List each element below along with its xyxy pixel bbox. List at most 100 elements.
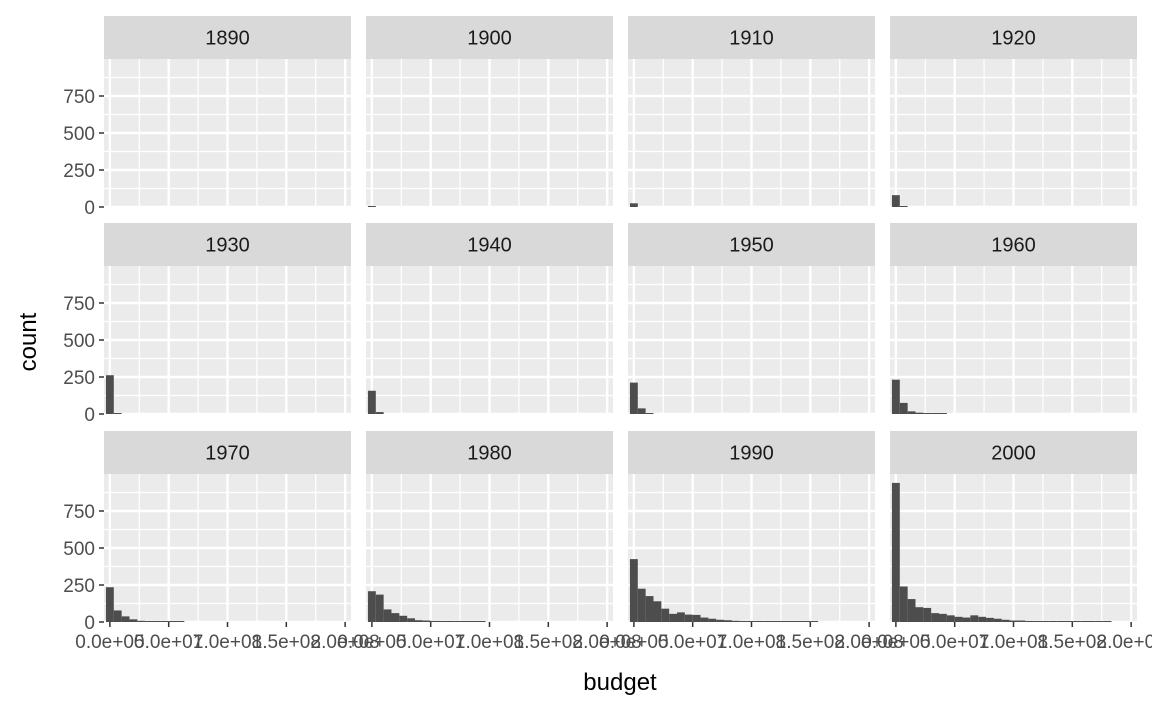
facet-strip-label: 1890 xyxy=(205,28,250,50)
facet-strip-label: 1930 xyxy=(205,235,250,257)
histogram-bar xyxy=(469,621,478,622)
facet-panel-1940: 1940 xyxy=(366,223,613,416)
facet-panel-1910: 1910 xyxy=(628,16,875,209)
histogram-bar xyxy=(477,621,486,622)
histogram-bar xyxy=(367,591,376,622)
histogram-bar xyxy=(731,620,740,622)
histogram-bar xyxy=(422,620,431,622)
histogram-bar xyxy=(430,620,439,622)
histogram-bar xyxy=(763,621,772,622)
histogram-bar xyxy=(391,613,400,622)
histogram-bar xyxy=(168,621,177,622)
histogram-bar xyxy=(1064,621,1073,622)
histogram-bar xyxy=(794,621,803,622)
facet-strip-label: 1970 xyxy=(205,443,250,465)
histogram-bar xyxy=(755,621,764,622)
x-tick-label: 1.5e+08 xyxy=(776,632,845,653)
histogram-bar xyxy=(677,612,685,622)
facet-panel-1950: 1950 xyxy=(628,223,875,416)
facet-panel-1990: 1990 xyxy=(628,431,875,624)
facet-strip-label: 1960 xyxy=(991,235,1036,257)
histogram-bar xyxy=(1025,620,1034,622)
x-tick-label: 1.5e+08 xyxy=(252,632,321,653)
x-tick-label: 1.5e+08 xyxy=(1038,632,1107,653)
x-tick-label: 5.0e+07 xyxy=(920,632,989,653)
facet-strip xyxy=(628,223,875,266)
x-tick-label: 1.5e+08 xyxy=(514,632,583,653)
histogram-bar xyxy=(915,412,924,414)
histogram-bar xyxy=(653,601,662,622)
x-tick-label: 1.0e+08 xyxy=(455,632,524,653)
histogram-bar xyxy=(113,610,122,622)
histogram-bar xyxy=(399,615,408,622)
histogram-bar xyxy=(446,621,455,622)
histogram-bar xyxy=(891,482,900,622)
x-axis-title: budget xyxy=(583,669,657,696)
facet-strip-label: 1980 xyxy=(467,443,512,465)
histogram-bar xyxy=(771,621,779,622)
histogram-bar xyxy=(993,618,1002,622)
histogram-bar xyxy=(946,615,955,622)
facet-panel-1980: 1980 xyxy=(366,431,613,624)
histogram-bar xyxy=(105,375,114,414)
x-tick-label: 5.0e+07 xyxy=(658,632,727,653)
histogram-bar xyxy=(915,607,924,622)
facet-panel-1960: 1960 xyxy=(890,223,1137,416)
histogram-bar xyxy=(939,413,947,414)
histogram-bar xyxy=(629,559,638,622)
y-tick-label: 500 xyxy=(63,539,95,560)
histogram-bar xyxy=(891,379,900,414)
histogram-bar xyxy=(438,621,447,622)
facet-panel-1970: 1970 xyxy=(104,431,351,624)
facet-panel-1890: 1890 xyxy=(104,16,351,209)
histogram-bar xyxy=(1056,621,1065,622)
histogram-bar xyxy=(970,615,979,622)
facet-panels: 1890 1900 1910 1920 1930 1940 1950 1960 1970 1980… xyxy=(104,16,1137,624)
y-tick-label: 0 xyxy=(84,198,95,219)
histogram-bar xyxy=(645,413,654,414)
y-tick-label: 500 xyxy=(63,124,95,145)
facet-panel-1920: 1920 xyxy=(890,16,1137,209)
x-tick-label: 0.0e+00 xyxy=(599,632,668,653)
x-tick-label: 5.0e+07 xyxy=(396,632,465,653)
histogram-bar xyxy=(778,621,787,622)
histogram-bar xyxy=(907,411,916,414)
facet-strip xyxy=(890,16,1137,59)
histogram-bar xyxy=(907,599,916,622)
histogram-bar xyxy=(1017,620,1026,622)
histogram-bar xyxy=(462,621,470,622)
histogram-bar xyxy=(692,614,701,622)
histogram-bar xyxy=(645,596,654,622)
facet-strip xyxy=(366,431,613,474)
histogram-bar xyxy=(629,203,638,207)
histogram-bar xyxy=(160,621,169,622)
facet-strip xyxy=(628,431,875,474)
histogram-bar xyxy=(962,617,971,622)
histogram-bar xyxy=(747,621,756,622)
histogram-bar xyxy=(786,621,795,622)
histogram-bar xyxy=(153,621,161,622)
histogram-bar xyxy=(899,206,908,207)
histogram-bar xyxy=(367,206,376,207)
x-tick-label: 2.0e+08 xyxy=(835,632,904,653)
facet-strip xyxy=(104,16,351,59)
histogram-bar xyxy=(739,621,748,622)
histogram-bar xyxy=(716,619,725,622)
histogram-bar xyxy=(1080,621,1088,622)
y-axis-title: count xyxy=(15,312,42,371)
x-tick-label: 1.0e+08 xyxy=(979,632,1048,653)
facet-strip-label: 1940 xyxy=(467,235,512,257)
histogram-bar xyxy=(986,617,994,622)
histogram-bar xyxy=(1009,620,1018,622)
histogram-bar xyxy=(137,620,146,622)
facet-strip-label: 1920 xyxy=(991,28,1036,50)
facet-strip xyxy=(366,223,613,266)
y-tick-label: 750 xyxy=(63,502,95,523)
x-tick-label: 2.0e+08 xyxy=(573,632,642,653)
histogram-bar xyxy=(891,195,900,207)
axes: 0250500750025050075002505007500.0e+005.0… xyxy=(63,87,1152,653)
histogram-bar xyxy=(415,620,423,622)
histogram-bar xyxy=(1103,621,1112,622)
facet-strip xyxy=(628,16,875,59)
y-tick-label: 750 xyxy=(63,294,95,315)
